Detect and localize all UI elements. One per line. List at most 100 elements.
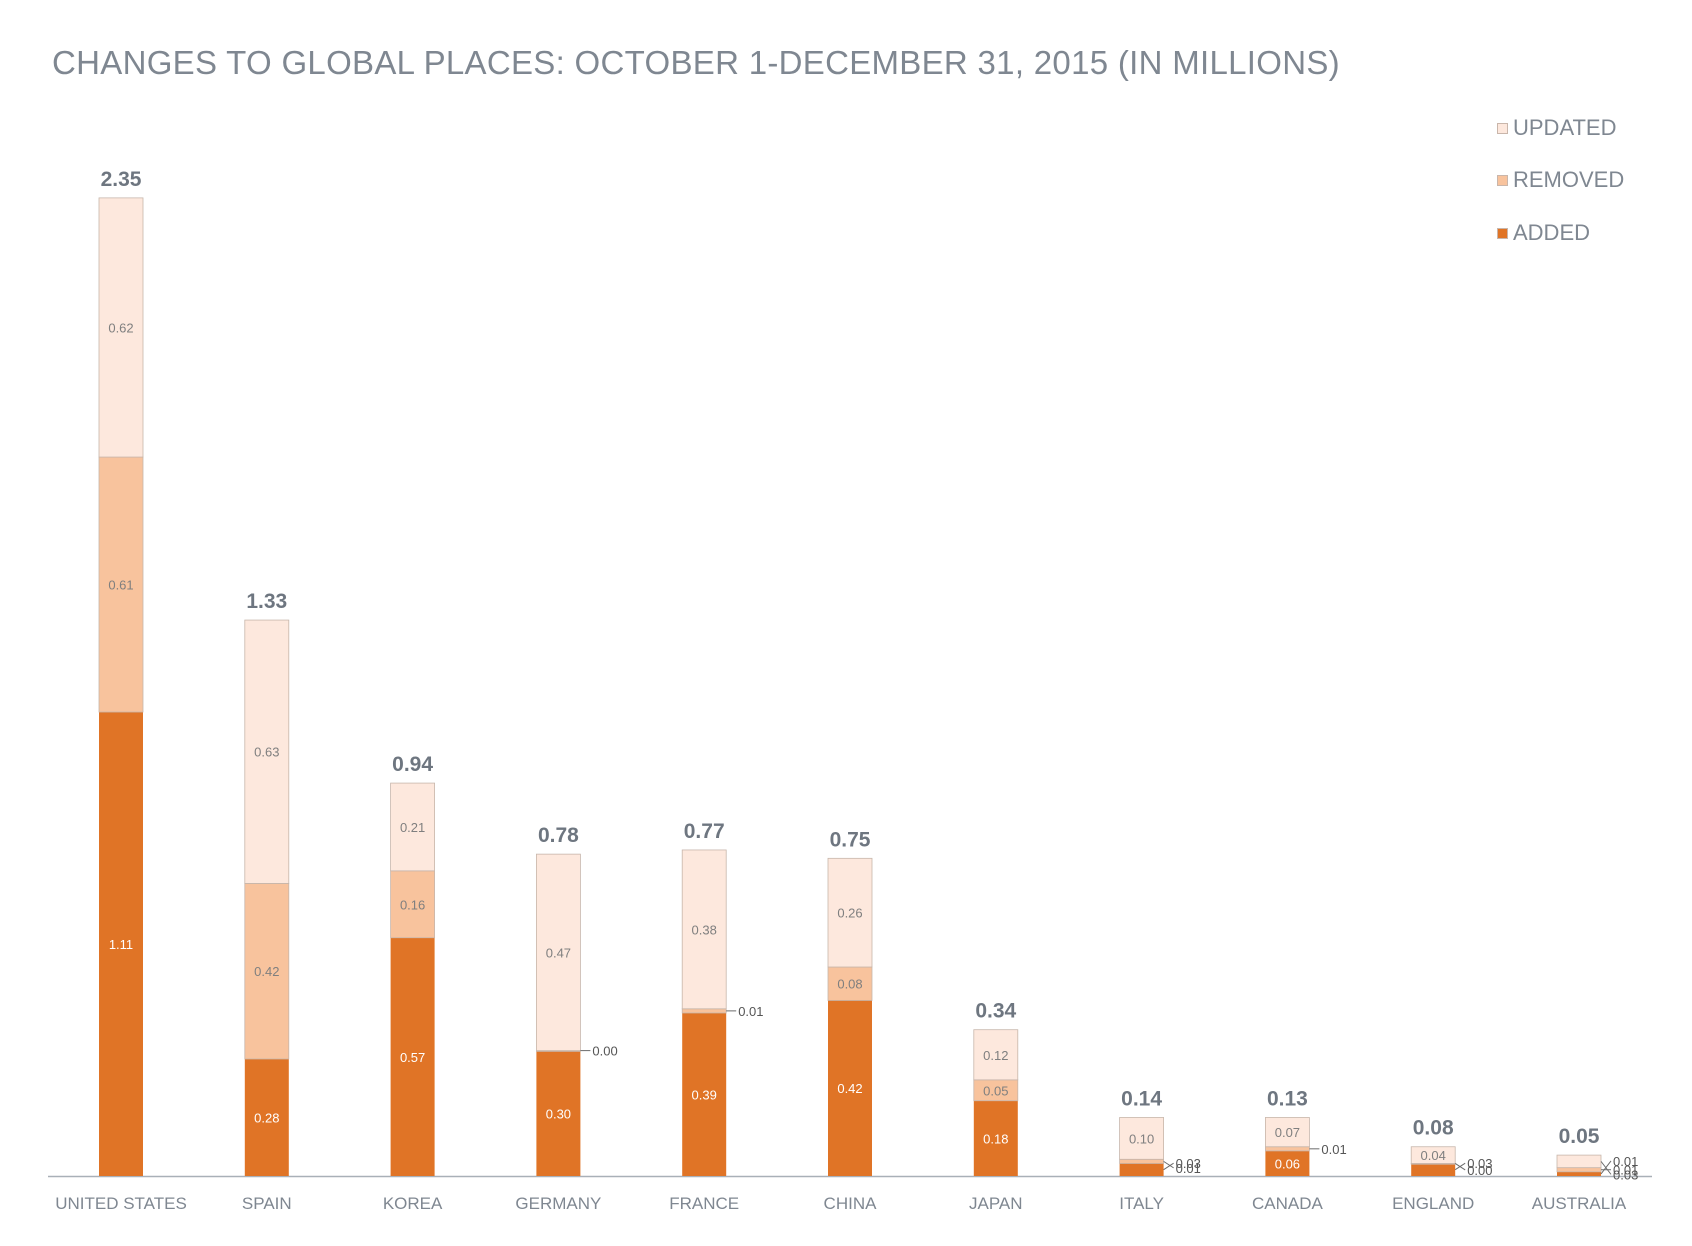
data-label-removed-england: 0.00 <box>1467 1163 1492 1178</box>
chart-title: CHANGES TO GLOBAL PLACES: OCTOBER 1-DECE… <box>52 44 1340 81</box>
data-label-updated-italy: 0.10 <box>1129 1131 1154 1146</box>
bar-updated-germany <box>536 853 581 1052</box>
x-tick-label-italy: ITALY <box>1119 1194 1164 1213</box>
bar-updated-korea <box>390 782 436 872</box>
leader-line-removed-england <box>1454 1163 1466 1171</box>
total-label-japan: 0.34 <box>975 1000 1016 1023</box>
data-label-removed-germany: 0.00 <box>592 1044 617 1059</box>
bar-added-italy <box>1119 1163 1164 1176</box>
bar-updated-china <box>827 857 873 968</box>
x-tick-label-japan: JAPAN <box>969 1194 1023 1213</box>
data-label-updated-germany: 0.47 <box>546 945 571 960</box>
bar-updated-australia <box>1556 1154 1602 1169</box>
data-label-added-korea: 0.57 <box>400 1050 425 1065</box>
bar-added-england <box>1411 1163 1456 1176</box>
data-label-added-spain: 0.28 <box>254 1110 279 1125</box>
data-label-removed-france: 0.01 <box>738 1004 763 1019</box>
x-tick-label-germany: GERMANY <box>515 1194 601 1213</box>
bar-removed-korea <box>390 870 436 939</box>
total-label-germany: 0.78 <box>538 824 579 847</box>
bar-removed-france <box>681 1008 727 1014</box>
x-tick-label-australia: AUSTRALIA <box>1532 1194 1627 1213</box>
data-label-added-canada: 0.06 <box>1275 1156 1300 1171</box>
data-label-added-australia: 0.01 <box>1613 1154 1638 1169</box>
bar-removed-italy <box>1119 1158 1164 1164</box>
x-tick-label-england: ENGLAND <box>1392 1194 1474 1213</box>
data-label-updated-spain: 0.63 <box>254 745 279 760</box>
data-label-removed-italy: 0.01 <box>1176 1161 1201 1176</box>
data-label-removed-japan: 0.05 <box>983 1083 1008 1098</box>
bar-added-canada <box>1265 1150 1310 1176</box>
data-label-updated-england: 0.04 <box>1421 1148 1446 1163</box>
data-label-updated-france: 0.38 <box>692 922 717 937</box>
bar-added-spain <box>244 1058 289 1176</box>
total-label-canada: 0.13 <box>1267 1087 1308 1110</box>
bar-updated-united-states <box>98 197 144 458</box>
bar-updated-italy <box>1119 1117 1164 1160</box>
total-label-korea: 0.94 <box>392 753 433 776</box>
bar-updated-japan <box>973 1029 1019 1081</box>
data-label-removed-spain: 0.42 <box>254 964 279 979</box>
total-label-italy: 0.14 <box>1121 1087 1162 1110</box>
x-tick-label-spain: SPAIN <box>242 1194 292 1213</box>
data-label-updated-australia: 0.03 <box>1613 1167 1638 1182</box>
data-label-added-united-states: 1.11 <box>109 937 133 952</box>
bar-removed-united-states <box>98 456 144 713</box>
bar-updated-france <box>681 849 727 1010</box>
data-label-added-italy: 0.03 <box>1176 1156 1201 1171</box>
data-label-added-japan: 0.18 <box>983 1131 1008 1146</box>
data-label-added-germany: 0.30 <box>546 1106 571 1121</box>
bar-added-korea <box>390 937 435 1176</box>
x-tick-label-canada: CANADA <box>1252 1194 1324 1213</box>
bar-removed-australia <box>1556 1167 1602 1173</box>
bar-added-australia <box>1557 1171 1601 1176</box>
bar-updated-england <box>1410 1146 1456 1164</box>
total-label-united-states: 2.35 <box>101 168 142 191</box>
legend-label-updated: UPDATED <box>1513 115 1617 140</box>
legend-swatch-removed <box>1497 174 1508 186</box>
bar-added-china <box>828 1000 872 1176</box>
leader-line-removed-italy <box>1163 1160 1174 1169</box>
data-label-added-england: 0.03 <box>1467 1156 1492 1171</box>
data-label-removed-australia: 0.01 <box>1613 1163 1638 1178</box>
x-tick-label-china: CHINA <box>824 1194 878 1213</box>
bar-updated-spain <box>244 619 290 884</box>
data-label-updated-korea: 0.21 <box>400 820 425 835</box>
data-label-updated-canada: 0.07 <box>1275 1125 1300 1140</box>
bar-added-germany <box>536 1050 581 1176</box>
data-label-removed-canada: 0.01 <box>1321 1142 1346 1157</box>
data-label-added-france: 0.39 <box>692 1087 717 1102</box>
legend-swatch-updated <box>1497 122 1508 134</box>
legend-label-added: ADDED <box>1513 220 1591 245</box>
x-tick-label-united-states: UNITED STATES <box>55 1194 187 1213</box>
bar-added-france <box>682 1012 727 1176</box>
x-tick-label-france: FRANCE <box>669 1194 739 1213</box>
total-label-spain: 1.33 <box>246 590 287 613</box>
bar-updated-canada <box>1265 1117 1310 1148</box>
leader-line-added-italy <box>1163 1162 1174 1171</box>
bar-added-japan <box>973 1100 1018 1176</box>
data-label-removed-china: 0.08 <box>837 977 862 992</box>
legend-item-updated: UPDATED <box>1497 115 1617 141</box>
data-label-updated-china: 0.26 <box>837 906 862 921</box>
bar-removed-canada <box>1265 1146 1310 1152</box>
bar-removed-china <box>827 966 873 1001</box>
data-label-removed-korea: 0.16 <box>400 897 425 912</box>
data-label-updated-japan: 0.12 <box>983 1048 1008 1063</box>
legend-item-added: ADDED <box>1497 220 1590 246</box>
x-tick-label-korea: KOREA <box>383 1194 443 1213</box>
legend-swatch-added <box>1497 227 1508 239</box>
legend-item-removed: REMOVED <box>1497 167 1624 193</box>
data-label-removed-united-states: 0.61 <box>108 578 133 593</box>
data-label-added-china: 0.42 <box>837 1081 862 1096</box>
total-label-england: 0.08 <box>1413 1117 1454 1140</box>
leader-line-updated-australia <box>1600 1161 1612 1175</box>
legend-label-removed: REMOVED <box>1513 167 1625 192</box>
bar-added-united-states <box>99 712 143 1176</box>
total-label-australia: 0.05 <box>1559 1125 1600 1148</box>
data-label-updated-united-states: 0.62 <box>108 320 133 335</box>
total-label-france: 0.77 <box>684 820 725 843</box>
total-label-china: 0.75 <box>830 828 871 851</box>
